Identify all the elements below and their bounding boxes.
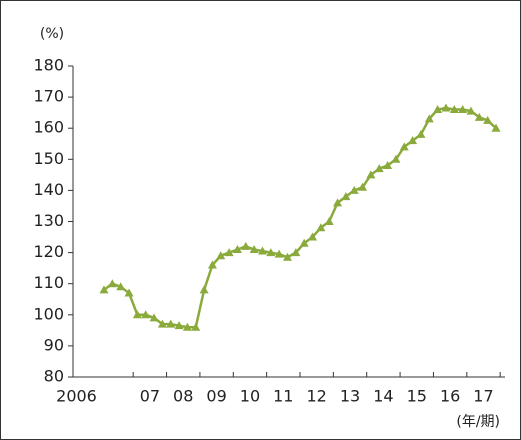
marker bbox=[433, 105, 443, 114]
marker bbox=[249, 244, 259, 253]
marker bbox=[216, 251, 226, 260]
x-tick-label: 2006 bbox=[56, 387, 97, 406]
marker bbox=[241, 241, 251, 250]
marker bbox=[266, 248, 276, 257]
x-tick-label: 14 bbox=[373, 387, 393, 406]
y-tick-label: 170 bbox=[33, 87, 64, 106]
x-tick-label: 15 bbox=[407, 387, 427, 406]
y-tick-label: 100 bbox=[33, 304, 64, 323]
x-tick-label: 11 bbox=[273, 387, 293, 406]
y-tick-label: 180 bbox=[33, 56, 64, 75]
x-tick-label: 17 bbox=[473, 387, 493, 406]
marker bbox=[149, 313, 159, 322]
x-axis-label: (年/期) bbox=[456, 414, 500, 430]
marker bbox=[333, 198, 343, 207]
marker bbox=[383, 161, 393, 170]
marker bbox=[224, 248, 234, 257]
y-tick-label: 90 bbox=[44, 335, 64, 354]
x-tick-label: 12 bbox=[307, 387, 327, 406]
marker bbox=[316, 223, 326, 232]
marker bbox=[483, 115, 493, 124]
marker bbox=[458, 105, 468, 114]
y-tick-label: 130 bbox=[33, 211, 64, 230]
marker bbox=[358, 182, 368, 191]
marker bbox=[391, 154, 401, 163]
marker bbox=[399, 142, 409, 151]
marker bbox=[466, 106, 476, 115]
marker bbox=[274, 249, 284, 258]
y-axis-label: (%) bbox=[40, 26, 64, 42]
marker bbox=[132, 310, 142, 319]
x-tick-label: 13 bbox=[340, 387, 360, 406]
marker bbox=[257, 246, 267, 255]
marker bbox=[282, 252, 292, 261]
marker bbox=[174, 321, 184, 330]
x-tick-label: 07 bbox=[140, 387, 160, 406]
x-tick-label: 10 bbox=[240, 387, 260, 406]
marker bbox=[341, 192, 351, 201]
marker bbox=[107, 279, 117, 288]
marker bbox=[324, 217, 334, 225]
marker bbox=[424, 114, 434, 123]
y-tick-label: 110 bbox=[33, 273, 64, 292]
marker bbox=[199, 285, 209, 294]
x-tick-label: 09 bbox=[206, 387, 226, 406]
marker bbox=[308, 232, 318, 241]
marker bbox=[116, 282, 126, 291]
x-tick-label: 16 bbox=[440, 387, 460, 406]
marker bbox=[182, 322, 192, 331]
y-tick-label: 120 bbox=[33, 242, 64, 261]
x-tick-label: 08 bbox=[173, 387, 193, 406]
marker bbox=[99, 285, 109, 294]
marker bbox=[299, 238, 309, 247]
y-tick-label: 160 bbox=[33, 118, 64, 137]
marker bbox=[491, 123, 501, 132]
marker bbox=[291, 248, 301, 257]
marker bbox=[207, 260, 217, 269]
marker bbox=[349, 185, 359, 194]
marker bbox=[374, 164, 384, 173]
marker bbox=[124, 288, 134, 297]
marker bbox=[449, 105, 459, 114]
marker bbox=[157, 319, 167, 328]
marker bbox=[441, 103, 451, 112]
marker bbox=[474, 112, 484, 121]
marker bbox=[232, 244, 242, 253]
marker bbox=[141, 310, 151, 319]
marker bbox=[408, 136, 418, 145]
marker bbox=[366, 170, 376, 179]
y-tick-label: 140 bbox=[33, 180, 64, 199]
y-tick-label: 80 bbox=[44, 367, 64, 386]
y-tick-label: 150 bbox=[33, 149, 64, 168]
marker bbox=[191, 322, 201, 331]
marker bbox=[166, 319, 176, 328]
marker bbox=[416, 129, 426, 138]
